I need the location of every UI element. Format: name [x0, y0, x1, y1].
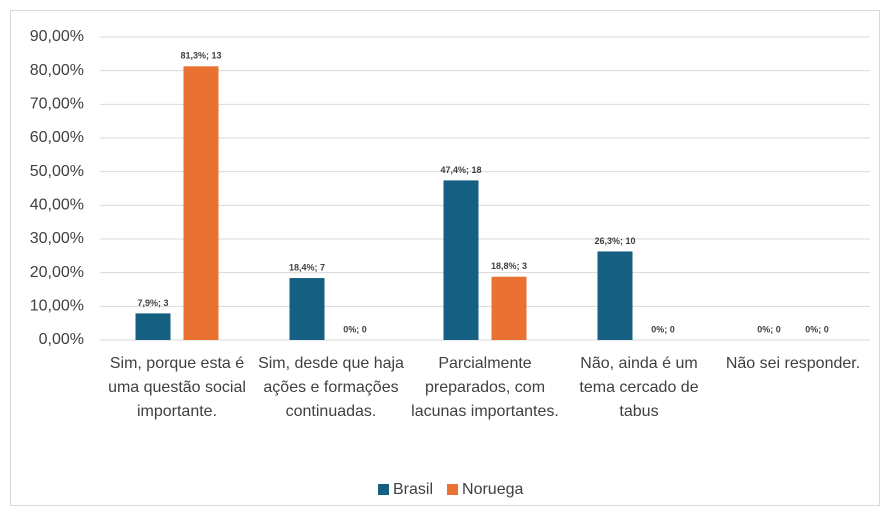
- y-tick-label: 50,00%: [30, 163, 84, 180]
- y-tick-label: 10,00%: [30, 298, 84, 315]
- bar: [491, 276, 527, 340]
- y-tick-label: 0,00%: [39, 331, 84, 348]
- value-label: 18,4%; 7: [289, 262, 325, 272]
- y-tick-label: 40,00%: [30, 197, 84, 214]
- value-label: 7,9%; 3: [137, 298, 168, 308]
- value-label: 0%; 0: [651, 324, 675, 334]
- x-tick-label: Sim, desde que haja ações e formações co…: [258, 355, 404, 420]
- x-tick-label: Sim, porque esta é uma questão social im…: [108, 355, 246, 420]
- y-tick-label: 30,00%: [30, 230, 84, 247]
- legend-label: Noruega: [462, 481, 523, 498]
- legend-swatch: [447, 484, 459, 495]
- y-tick-label: 70,00%: [30, 96, 84, 113]
- x-tick-label: Parcialmente preparados, com lacunas imp…: [411, 355, 559, 420]
- value-label: 0%; 0: [805, 324, 829, 334]
- value-label: 26,3%; 10: [594, 236, 635, 246]
- legend-label: Brasil: [393, 481, 433, 498]
- value-label: 47,4%; 18: [440, 165, 481, 175]
- value-label: 81,3%; 13: [180, 51, 221, 61]
- y-tick-label: 90,00%: [30, 28, 84, 45]
- bar: [597, 251, 633, 340]
- value-label: 0%; 0: [343, 324, 367, 334]
- value-label: 18,8%; 3: [491, 261, 527, 271]
- bar: [183, 66, 219, 340]
- y-tick-label: 80,00%: [30, 62, 84, 79]
- x-tick-label: Não, ainda é um tema cercado de tabus: [579, 355, 699, 420]
- y-tick-label: 20,00%: [30, 264, 84, 281]
- x-tick-label: Não sei responder.: [725, 355, 861, 372]
- legend-swatch: [378, 484, 389, 495]
- bar: [289, 278, 325, 340]
- y-tick-label: 60,00%: [30, 129, 84, 146]
- bar: [443, 180, 479, 340]
- bar: [135, 313, 171, 340]
- value-label: 0%; 0: [757, 324, 781, 334]
